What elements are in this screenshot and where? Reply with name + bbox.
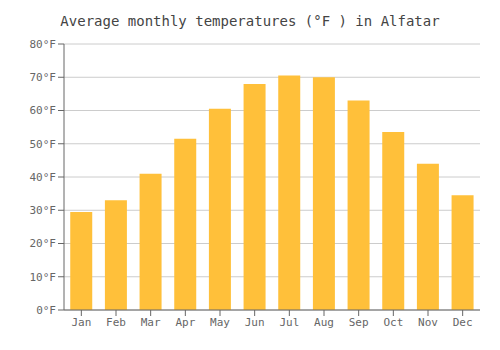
svg-text:Jun: Jun [245, 316, 265, 329]
svg-text:70°F: 70°F [30, 71, 57, 84]
svg-text:80°F: 80°F [30, 38, 57, 51]
svg-text:0°F: 0°F [36, 304, 56, 317]
svg-text:Mar: Mar [141, 316, 161, 329]
svg-text:50°F: 50°F [30, 138, 57, 151]
svg-text:May: May [210, 316, 230, 329]
svg-text:Sep: Sep [349, 316, 369, 329]
svg-text:20°F: 20°F [30, 237, 57, 250]
svg-text:30°F: 30°F [30, 204, 57, 217]
svg-text:Aug: Aug [314, 316, 334, 329]
svg-text:10°F: 10°F [30, 271, 57, 284]
svg-text:40°F: 40°F [30, 171, 57, 184]
svg-text:Oct: Oct [383, 316, 403, 329]
html-text:Average monthly temperatures (: Average monthly temperatures (°F ) in Al… [60, 13, 440, 29]
svg-text:Apr: Apr [175, 316, 195, 329]
svg-text:Jul: Jul [279, 316, 299, 329]
svg-text:Dec: Dec [453, 316, 473, 329]
svg-text:Nov: Nov [418, 316, 438, 329]
svg-text:60°F: 60°F [30, 104, 57, 117]
svg-text:Feb: Feb [106, 316, 126, 329]
svg-text:Jan: Jan [71, 316, 91, 329]
